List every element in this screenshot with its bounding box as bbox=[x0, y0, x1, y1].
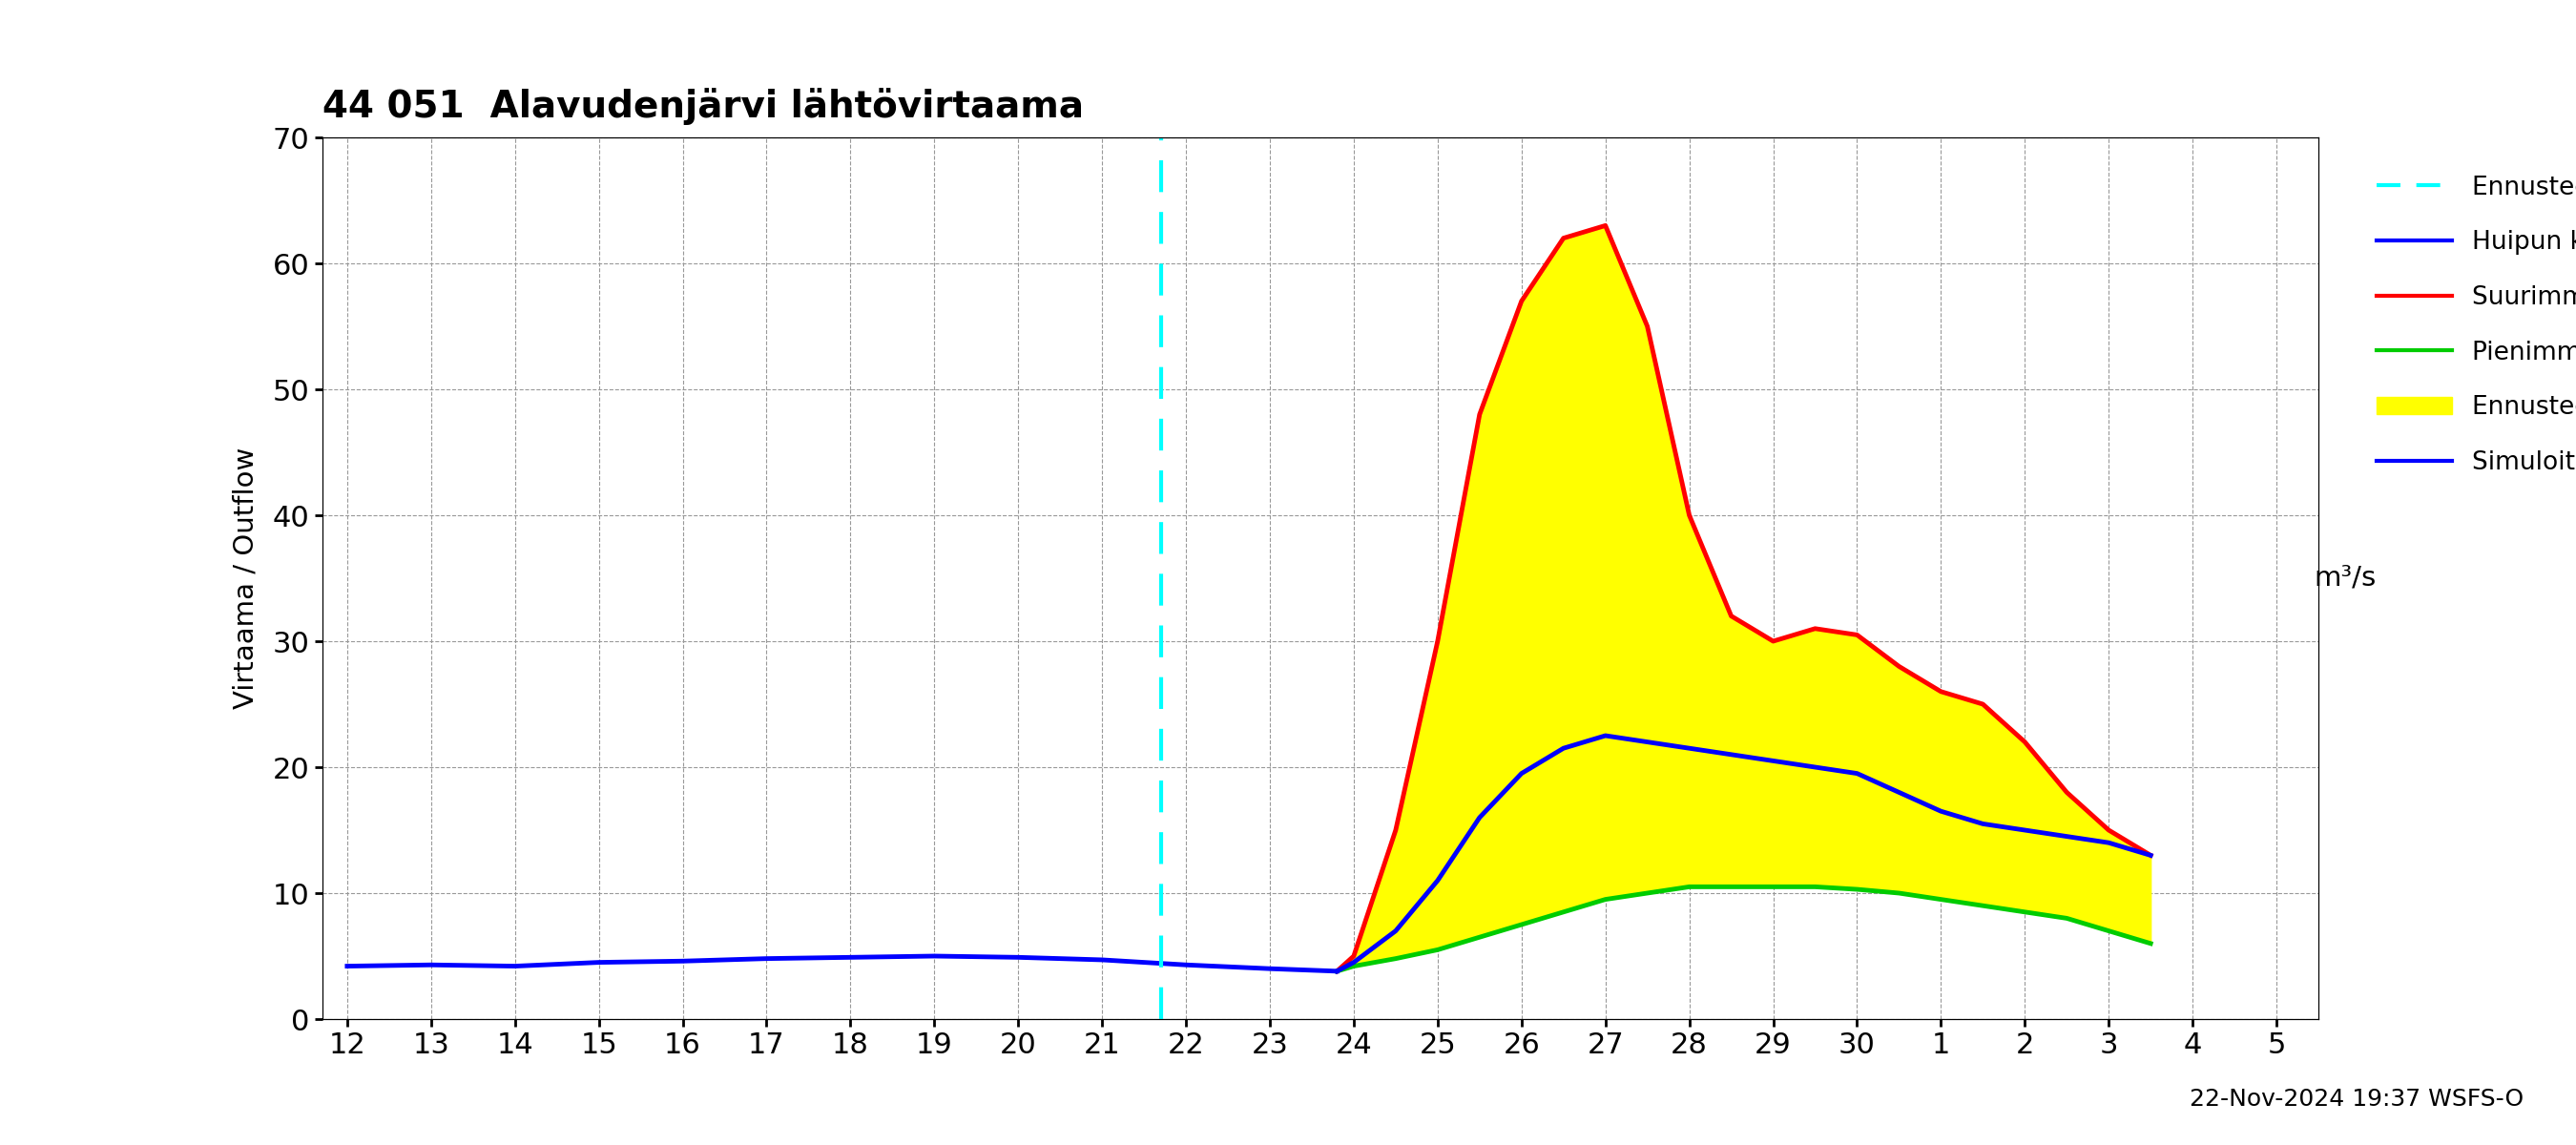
Text: 44 051  Alavudenjärvi lähtövirtaama: 44 051 Alavudenjärvi lähtövirtaama bbox=[322, 88, 1084, 125]
Y-axis label: Virtaama / Outflow: Virtaama / Outflow bbox=[232, 448, 260, 709]
Legend: Ennusteen alku, Huipun keskiennuste, Suurimman huipun ennuste, Pienimmän huipun : Ennusteen alku, Huipun keskiennuste, Suu… bbox=[2352, 150, 2576, 500]
Y-axis label: m³/s: m³/s bbox=[2313, 564, 2375, 592]
Text: 22-Nov-2024 19:37 WSFS-O: 22-Nov-2024 19:37 WSFS-O bbox=[2190, 1088, 2524, 1111]
